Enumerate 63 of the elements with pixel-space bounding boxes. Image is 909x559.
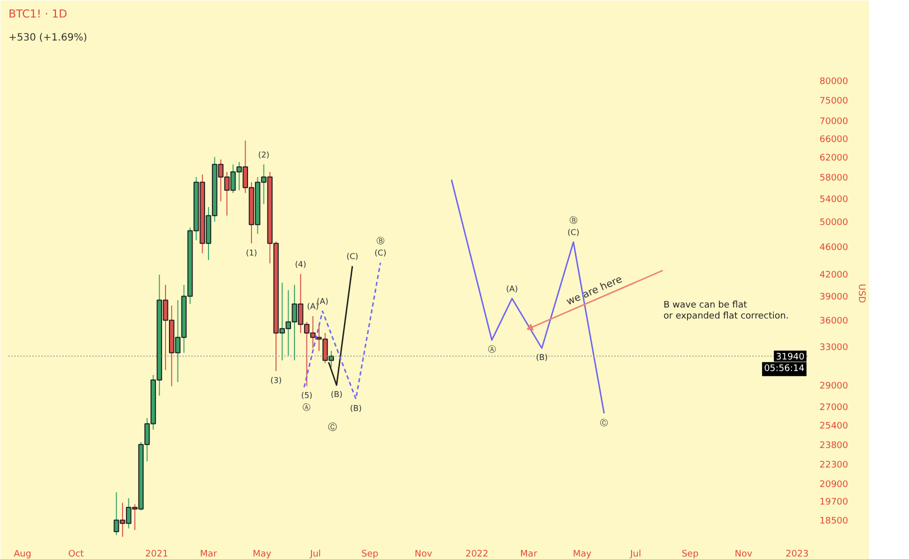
y-axis-title: USD: [856, 284, 866, 304]
annotation: (C): [568, 228, 580, 238]
y-tick-label: 25400: [820, 421, 848, 432]
y-tick-label: 75000: [820, 96, 848, 106]
annotation: Ⓐ: [302, 403, 311, 412]
annotation: (2): [258, 150, 270, 160]
annotation: (C): [346, 252, 358, 262]
y-tick-label: 50000: [820, 218, 848, 228]
y-tick-label: 29000: [820, 382, 848, 392]
annotation: Ⓑ: [569, 216, 578, 226]
annotation: Ⓐ: [488, 345, 496, 354]
annotation: 05:56:14: [764, 364, 805, 374]
annotation: (1): [246, 248, 258, 258]
x-tick-label: Jul: [309, 550, 321, 559]
annotation: (B): [536, 353, 548, 362]
text: we are here: [565, 274, 624, 308]
x-tick-label: Mar: [520, 550, 538, 559]
y-tick-label: 80000: [820, 77, 848, 88]
y-tick-label: 70000: [820, 117, 848, 128]
y-tick-label: 19700: [820, 498, 848, 508]
y-tick-label: 46000: [820, 243, 848, 254]
annotation: (5): [301, 391, 312, 400]
annotation: (A): [316, 297, 328, 306]
y-tick-label: 27000: [820, 403, 848, 414]
x-tick-label: Nov: [414, 550, 433, 559]
annotation: (C): [374, 248, 386, 258]
x-tick-label: May: [572, 550, 592, 559]
annotation: Ⓒ: [328, 422, 337, 434]
chart-subtitle: +530 (+1.69%): [8, 32, 88, 44]
x-tick-label: 2021: [145, 550, 168, 559]
y-tick-label: 39000: [820, 292, 848, 303]
x-tick-label: 2022: [465, 550, 488, 559]
annotation: B wave can be flat or expanded flat correction.: [664, 300, 789, 322]
y-tick-label: 36000: [820, 316, 848, 327]
annotation: (A): [307, 302, 319, 312]
annotation: Ⓑ: [376, 236, 384, 246]
x-tick-label: Mar: [200, 550, 218, 559]
y-tick-label: 42000: [820, 270, 848, 280]
y-tick-label: 20900: [820, 480, 848, 490]
x-tick-label: Aug: [14, 550, 32, 559]
x-tick-label: Oct: [68, 550, 84, 559]
x-tick-label: 2023: [786, 550, 809, 559]
annotation: (B): [350, 404, 362, 413]
y-tick-label: 18500: [820, 516, 848, 527]
y-tick-label: 58000: [820, 174, 848, 184]
chart-title: BTC1! · 1D: [8, 8, 68, 20]
annotation: Ⓒ: [600, 418, 608, 428]
x-tick-label: Sep: [682, 550, 699, 559]
annotation: (A): [506, 284, 518, 294]
y-tick-label: 22300: [820, 460, 848, 471]
annotation: (4): [294, 260, 306, 269]
y-tick-label: 66000: [820, 134, 848, 145]
x-tick-label: Nov: [734, 550, 754, 559]
annotation: (3): [270, 376, 282, 385]
y-tick-label: 62000: [820, 154, 848, 164]
x-tick-label: May: [252, 550, 272, 559]
y-tick-label: 54000: [820, 195, 848, 206]
annotation: (B): [330, 390, 342, 400]
ref-line-label: 31940: [776, 352, 805, 363]
x-tick-label: Jul: [629, 550, 642, 559]
x-tick-label: Sep: [361, 550, 379, 559]
y-tick-label: 33000: [820, 342, 848, 353]
y-tick-label: 23800: [820, 440, 848, 451]
